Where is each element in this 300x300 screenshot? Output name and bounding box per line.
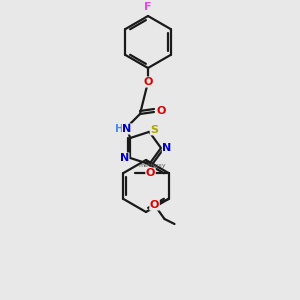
Text: O: O bbox=[150, 200, 159, 210]
Text: N: N bbox=[122, 124, 132, 134]
Text: N: N bbox=[120, 153, 129, 163]
Text: O: O bbox=[146, 168, 155, 178]
Text: O: O bbox=[143, 77, 153, 87]
Text: S: S bbox=[150, 125, 158, 135]
Text: O: O bbox=[156, 106, 166, 116]
Text: methoxy: methoxy bbox=[139, 164, 166, 169]
Text: N: N bbox=[162, 143, 172, 153]
Text: H: H bbox=[115, 124, 123, 134]
Text: F: F bbox=[144, 2, 152, 12]
